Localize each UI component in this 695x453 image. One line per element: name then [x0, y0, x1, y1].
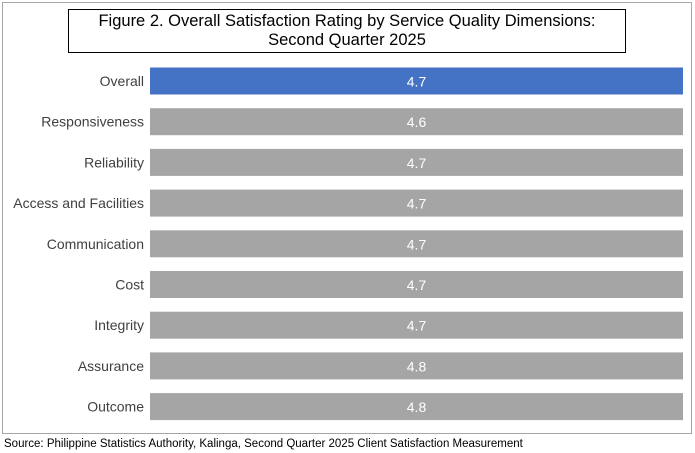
- source-note: Source: Philippine Statistics Authority,…: [4, 438, 523, 450]
- bar-integrity: [150, 311, 683, 339]
- bar-responsiveness: [150, 108, 683, 136]
- category-label-cost: Cost: [115, 277, 144, 293]
- value-label-access-and-facilities: 4.7: [407, 196, 427, 212]
- value-label-outcome: 4.8: [407, 399, 427, 415]
- bar-overall: [150, 67, 683, 95]
- value-label-assurance: 4.8: [407, 358, 427, 374]
- value-label-cost: 4.7: [407, 277, 427, 293]
- chart-title-line-1: Figure 2. Overall Satisfaction Rating by…: [98, 12, 596, 30]
- bar-cost: [150, 271, 683, 298]
- bar-access-and-facilities: [150, 189, 683, 217]
- bar-assurance: [150, 352, 683, 380]
- category-label-access-and-facilities: Access and Facilities: [13, 195, 144, 211]
- chart-title: Figure 2. Overall Satisfaction Rating by…: [68, 9, 626, 53]
- category-label-assurance: Assurance: [78, 358, 144, 374]
- value-label-overall: 4.7: [407, 74, 427, 90]
- value-label-communication: 4.7: [407, 236, 427, 252]
- value-label-integrity: 4.7: [407, 318, 427, 334]
- category-label-outcome: Outcome: [87, 399, 144, 415]
- value-label-responsiveness: 4.6: [407, 114, 427, 130]
- category-label-reliability: Reliability: [84, 154, 144, 170]
- category-label-overall: Overall: [100, 73, 144, 89]
- bar-communication: [150, 230, 683, 258]
- bar-outcome: [150, 393, 683, 421]
- value-label-reliability: 4.7: [407, 155, 427, 171]
- chart-title-line-2: Second Quarter 2025: [268, 31, 426, 49]
- category-label-communication: Communication: [47, 236, 144, 252]
- category-label-integrity: Integrity: [94, 317, 144, 333]
- bar-reliability: [150, 148, 683, 176]
- category-label-responsiveness: Responsiveness: [41, 114, 144, 130]
